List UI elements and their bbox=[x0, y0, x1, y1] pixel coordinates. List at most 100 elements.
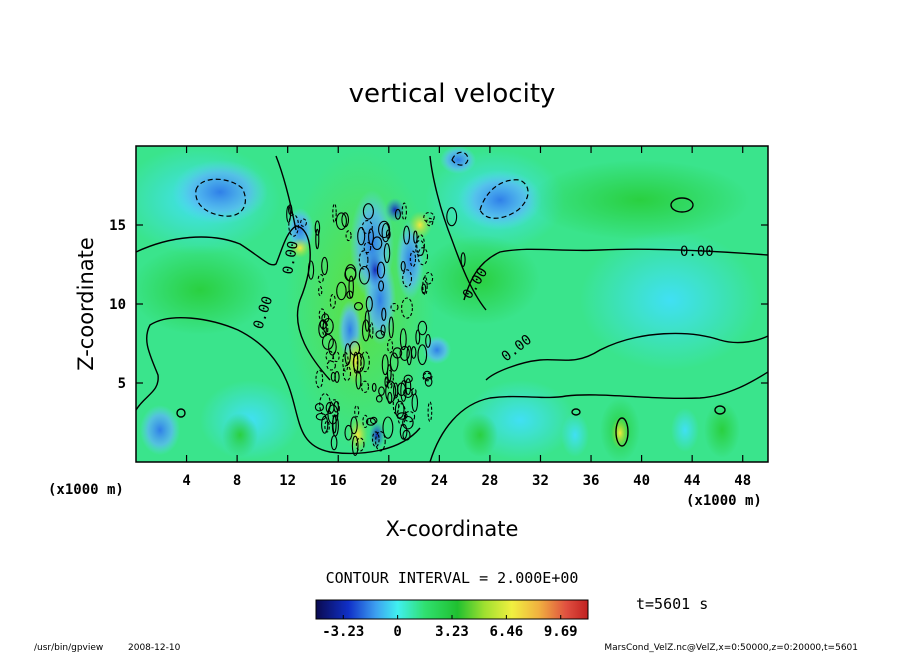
x-tick-label: 16 bbox=[330, 473, 347, 489]
contour-small bbox=[417, 247, 429, 266]
contour-closed bbox=[714, 405, 726, 415]
contour-closed bbox=[670, 197, 694, 213]
contour-small bbox=[360, 351, 370, 373]
field-patch bbox=[366, 252, 384, 288]
contour-small bbox=[401, 297, 413, 319]
contour-small bbox=[314, 402, 324, 412]
contour-small bbox=[383, 243, 391, 264]
contour-small bbox=[344, 267, 357, 282]
contour-small bbox=[423, 211, 435, 223]
contour-small bbox=[329, 399, 340, 418]
contour-small bbox=[362, 414, 369, 429]
contour-zero bbox=[485, 332, 768, 381]
contour-small bbox=[402, 429, 411, 441]
contour-small bbox=[353, 302, 364, 311]
field-patch bbox=[561, 413, 589, 457]
x-tick-label: 12 bbox=[279, 473, 296, 489]
contour-small bbox=[403, 374, 413, 383]
contour-small bbox=[411, 393, 419, 412]
contour-small bbox=[361, 319, 370, 342]
velocity-field bbox=[136, 146, 760, 462]
contour-small bbox=[315, 412, 327, 421]
contour-small bbox=[390, 302, 399, 312]
x-tick-label: 44 bbox=[684, 473, 701, 489]
contour-small bbox=[350, 416, 358, 435]
contour-zero bbox=[463, 248, 768, 301]
contour-small bbox=[382, 416, 394, 439]
contour-small bbox=[460, 252, 466, 267]
contour-small bbox=[400, 260, 406, 272]
contour-zero bbox=[275, 155, 297, 231]
contour-small bbox=[399, 345, 410, 361]
contour-small bbox=[403, 410, 416, 423]
contour-small bbox=[318, 286, 323, 297]
contour-lines bbox=[136, 155, 768, 462]
contour-small bbox=[371, 236, 383, 251]
field-patch bbox=[671, 408, 699, 452]
x-tick-label: 20 bbox=[380, 473, 397, 489]
contour-small bbox=[387, 339, 394, 354]
field-patch bbox=[458, 170, 542, 230]
contour-small bbox=[417, 320, 428, 336]
contour-small bbox=[351, 435, 359, 456]
contour-small bbox=[375, 330, 385, 339]
turbulent-contours bbox=[286, 202, 466, 456]
x-tick-label: 24 bbox=[431, 473, 448, 489]
x-unit-right: (x1000 m) bbox=[686, 493, 762, 509]
contour-small bbox=[392, 394, 400, 415]
contour-small bbox=[324, 420, 330, 433]
contour-small bbox=[332, 351, 340, 363]
field-patch bbox=[530, 160, 750, 240]
colorbar-tick-label: -3.23 bbox=[322, 624, 364, 640]
contour-zero bbox=[429, 371, 768, 462]
x-tick-label: 28 bbox=[481, 473, 498, 489]
field-patch bbox=[462, 413, 498, 457]
colorbar-tick-label: 6.46 bbox=[490, 624, 524, 640]
field-patch bbox=[369, 421, 385, 449]
contour-small bbox=[387, 381, 393, 390]
contour-small bbox=[399, 423, 408, 440]
field-patch bbox=[580, 230, 760, 370]
x-axis: 4 8 12 16 20 24 28 32 36 40 44 48 bbox=[182, 146, 751, 489]
contour-small bbox=[424, 376, 433, 387]
contour-small bbox=[422, 372, 433, 382]
contour-small bbox=[321, 333, 334, 350]
contour-small bbox=[358, 250, 369, 270]
contour-small bbox=[362, 203, 374, 220]
field-patch bbox=[172, 160, 268, 224]
contour-dashed bbox=[451, 151, 469, 166]
contour-small bbox=[427, 401, 433, 422]
contour-small bbox=[375, 395, 383, 403]
contour-small bbox=[345, 230, 352, 242]
contour-small bbox=[381, 222, 390, 243]
contour-small bbox=[314, 220, 321, 236]
contour-small bbox=[381, 307, 387, 321]
field-patch bbox=[136, 245, 270, 335]
field-patch bbox=[420, 235, 540, 325]
contour-small bbox=[317, 274, 324, 284]
colorbar-tick-label: 9.69 bbox=[544, 624, 578, 640]
contour-small bbox=[371, 382, 377, 392]
contour-small bbox=[325, 401, 335, 415]
contour-small bbox=[387, 391, 393, 404]
contour-small bbox=[385, 370, 394, 385]
contour-small bbox=[380, 324, 386, 336]
x-tick-label: 4 bbox=[182, 473, 190, 489]
contour-small bbox=[288, 214, 299, 237]
contour-small bbox=[357, 227, 366, 246]
plot-area: 0.00 0.00 0.00 0.00 0.00 bbox=[136, 146, 768, 462]
contour-dashed bbox=[195, 178, 246, 217]
x-tick-label: 48 bbox=[734, 473, 751, 489]
contour-small bbox=[394, 208, 401, 220]
contour-small bbox=[355, 370, 362, 390]
field-patch bbox=[385, 198, 405, 222]
contour-zero bbox=[136, 225, 331, 381]
contour-small bbox=[355, 437, 365, 452]
contour-small bbox=[315, 369, 324, 389]
field-patch bbox=[222, 413, 258, 457]
contour-small bbox=[361, 220, 373, 235]
contour-small bbox=[378, 386, 385, 396]
footer-source: MarsCond_VelZ.nc@VelZ,x=0:50000,z=0:2000… bbox=[604, 643, 858, 653]
contour-zero bbox=[136, 316, 421, 455]
contour-small bbox=[330, 435, 338, 451]
